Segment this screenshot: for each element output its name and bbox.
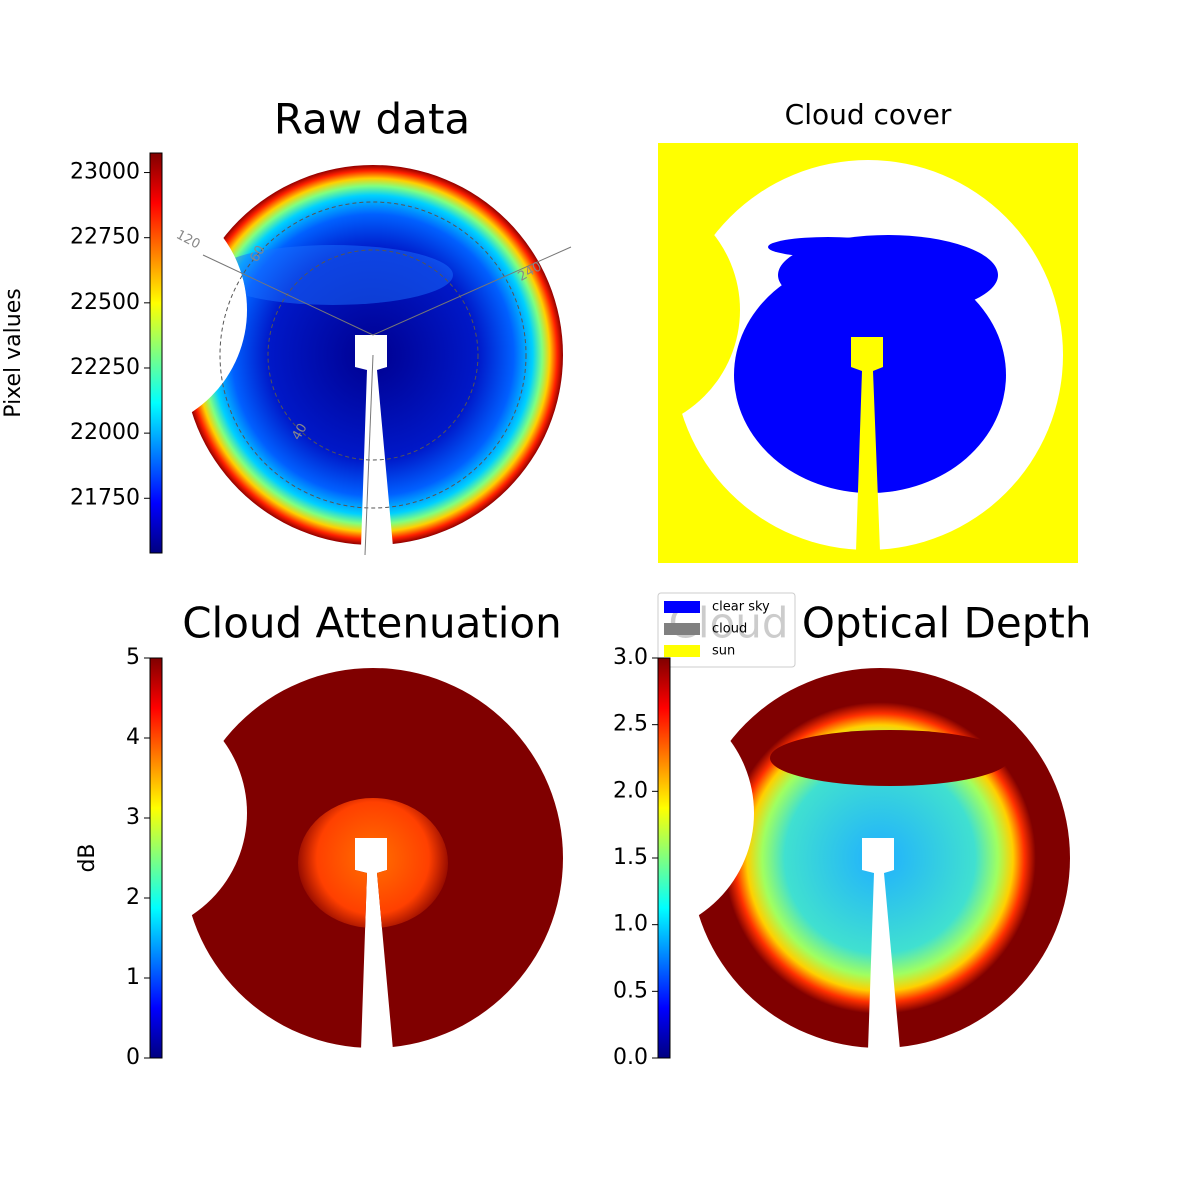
- colorbar-tick-label: 22250: [70, 355, 140, 380]
- legend: clear sky cloud sun: [657, 592, 796, 668]
- colorbar-tick-label: 5: [126, 645, 140, 670]
- panel-title: Cloud Attenuation: [182, 599, 562, 648]
- cloud-cover-image: [658, 143, 1078, 563]
- raw-image: [173, 155, 573, 556]
- colorbar-tick-label: 22750: [70, 225, 140, 250]
- colorbar: [149, 152, 163, 554]
- legend-label: cloud: [712, 622, 747, 637]
- colorbar-tick-label: 1.5: [613, 845, 648, 870]
- colorbar: [657, 657, 671, 1059]
- colorbar: [149, 657, 163, 1059]
- colorbar-tick-label: 21750: [70, 485, 140, 510]
- panel-title: Cloud cover: [785, 98, 952, 131]
- optical-depth-image: [680, 658, 1080, 1058]
- panel-title: Raw data: [274, 95, 470, 144]
- colorbar-tick-label: 1: [126, 965, 140, 990]
- colorbar-tick-label: 2: [126, 885, 140, 910]
- annotation: 40: [289, 421, 310, 443]
- legend-swatch: [664, 601, 700, 613]
- colorbar-tick-label: 0: [126, 1045, 140, 1070]
- attenuation-image: [173, 658, 573, 1058]
- colorbar-tick-label: 23000: [70, 160, 140, 185]
- legend-swatch: [664, 623, 700, 635]
- colorbar-tick-label: 22000: [70, 420, 140, 445]
- colorbar-label: Pixel values: [1, 288, 26, 417]
- colorbar-tick-label: 1.0: [613, 912, 648, 937]
- legend-label: sun: [712, 644, 735, 659]
- colorbar-tick-label: 3.0: [613, 645, 648, 670]
- colorbar-tick-label: 2.0: [613, 778, 648, 803]
- colorbar-tick-label: 0.0: [613, 1045, 648, 1070]
- colorbar-tick-label: 2.5: [613, 712, 648, 737]
- colorbar-tick-label: 3: [126, 805, 140, 830]
- colorbar-label: dB: [75, 843, 100, 872]
- legend-label: clear sky: [712, 600, 770, 615]
- colorbar-tick-label: 0.5: [613, 978, 648, 1003]
- colorbar-tick-label: 22500: [70, 290, 140, 315]
- colorbar-tick-label: 4: [126, 725, 140, 750]
- annotation: 60: [247, 243, 268, 265]
- legend-swatch: [664, 645, 700, 657]
